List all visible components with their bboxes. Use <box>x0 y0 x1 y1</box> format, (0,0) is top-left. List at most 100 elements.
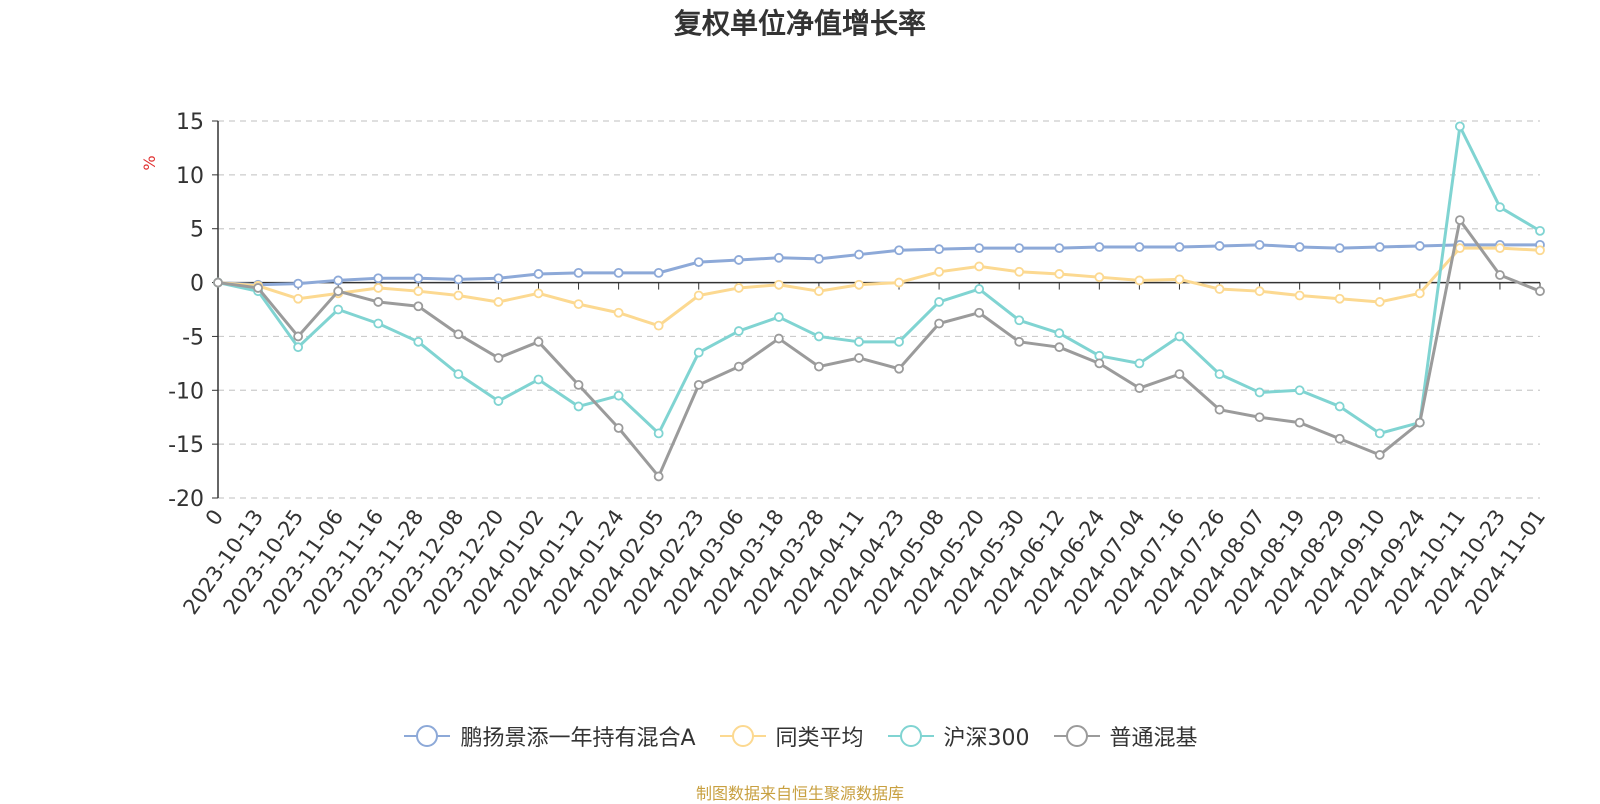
data-point <box>1054 342 1065 353</box>
data-point <box>1014 336 1025 347</box>
data-point <box>814 361 824 372</box>
data-point <box>1134 242 1145 252</box>
data-point <box>573 299 584 310</box>
data-point <box>453 369 464 380</box>
data-point <box>934 266 944 277</box>
legend-label: 同类平均 <box>775 726 864 751</box>
data-point <box>1334 293 1345 304</box>
data-point <box>533 269 544 279</box>
data-point <box>1054 328 1065 339</box>
series-line-2 <box>217 124 1541 435</box>
data-point <box>653 267 664 278</box>
data-point <box>1294 417 1305 428</box>
y-tick-label: 10 <box>176 164 204 189</box>
data-point <box>773 279 784 290</box>
data-point <box>1254 239 1265 250</box>
data-point <box>773 312 784 322</box>
data-point <box>814 286 824 297</box>
y-tick-label: -5 <box>182 325 204 350</box>
data-point <box>373 273 384 284</box>
data-point <box>854 279 864 290</box>
data-point <box>613 307 624 318</box>
series-line-0 <box>217 243 1540 287</box>
data-point <box>1214 284 1225 294</box>
data-point <box>1054 243 1065 254</box>
data-point <box>1014 315 1025 326</box>
data-point <box>1014 266 1025 277</box>
data-point <box>613 267 624 278</box>
data-point <box>573 267 584 278</box>
data-point <box>333 304 344 315</box>
data-point <box>253 283 263 293</box>
data-point <box>1535 286 1545 297</box>
data-point <box>1374 450 1385 460</box>
series-line-1 <box>217 246 1541 328</box>
data-point <box>653 428 664 439</box>
data-point <box>733 326 744 336</box>
data-point <box>974 284 985 294</box>
data-point <box>1334 243 1345 254</box>
data-point <box>493 297 504 307</box>
legend-item[interactable]: 同类平均 <box>718 720 864 752</box>
legend-item[interactable]: 普通混基 <box>1052 720 1198 752</box>
legend-marker-icon <box>719 725 766 747</box>
data-point <box>333 275 344 286</box>
data-point <box>974 243 985 254</box>
data-point <box>934 297 944 307</box>
data-point <box>934 244 944 255</box>
data-point <box>693 347 704 358</box>
data-point <box>573 401 584 412</box>
axis-layer: 151050-5-10-15-2002023-10-132023-10-2520… <box>168 110 1550 619</box>
legend-item[interactable]: 鹏扬景添一年持有混合A <box>402 720 696 752</box>
data-point <box>1214 241 1225 251</box>
source-note: 制图数据来自恒生聚源数据库 <box>695 784 904 803</box>
data-point <box>213 277 223 288</box>
data-point <box>413 286 424 297</box>
data-point <box>373 297 384 307</box>
data-point <box>1454 243 1465 254</box>
legend-label: 沪深300 <box>943 726 1030 751</box>
data-point <box>493 273 504 284</box>
legend-marker-icon <box>1053 725 1100 747</box>
data-point <box>1134 358 1145 369</box>
data-point <box>1414 288 1425 299</box>
data-point <box>293 293 304 304</box>
data-point <box>773 252 784 263</box>
data-point <box>1495 270 1505 280</box>
data-point <box>1014 243 1025 254</box>
data-point <box>333 286 344 297</box>
data-point <box>814 331 824 342</box>
data-point <box>814 253 824 264</box>
data-point <box>894 336 904 347</box>
data-point <box>1214 404 1225 415</box>
data-point <box>293 342 304 353</box>
data-point <box>1414 241 1425 251</box>
data-point <box>1535 225 1545 236</box>
data-point <box>1174 274 1185 285</box>
data-point <box>493 396 504 406</box>
legend-label: 鹏扬景添一年持有混合A <box>460 726 696 751</box>
data-point <box>1094 358 1105 369</box>
data-point <box>1254 412 1265 423</box>
data-point <box>373 318 384 329</box>
data-point <box>533 374 544 385</box>
chart-title: 复权单位净值增长率 <box>673 7 926 40</box>
data-point <box>1294 385 1305 396</box>
data-point <box>894 245 904 256</box>
data-point <box>733 283 744 293</box>
legend-item[interactable]: 沪深300 <box>886 720 1030 752</box>
data-point <box>413 301 424 312</box>
data-point <box>1334 433 1345 444</box>
data-point <box>1254 286 1265 297</box>
data-point <box>373 283 384 293</box>
data-point <box>1334 401 1345 412</box>
data-point <box>693 290 704 301</box>
data-point <box>1214 369 1225 380</box>
data-point <box>1094 272 1105 283</box>
data-point <box>1094 242 1105 252</box>
data-point <box>1134 383 1145 394</box>
data-point <box>653 471 664 482</box>
legend-marker-icon <box>887 725 934 747</box>
data-point <box>1254 387 1265 398</box>
